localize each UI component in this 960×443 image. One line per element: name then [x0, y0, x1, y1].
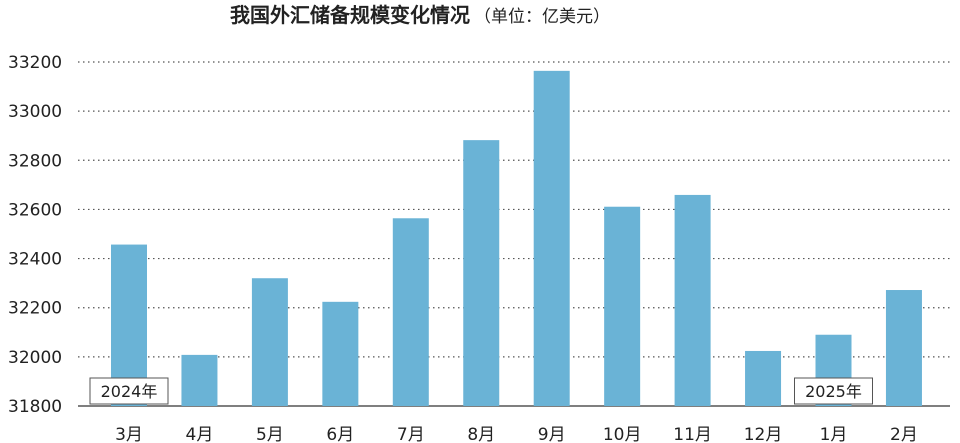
bar [392, 218, 429, 406]
y-tick-label: 31800 [8, 397, 62, 417]
y-tick-label: 33000 [8, 102, 62, 122]
x-tick-label: 11月 [673, 425, 712, 443]
bar [745, 350, 782, 406]
x-tick-label: 7月 [397, 425, 425, 443]
x-tick-label: 10月 [603, 425, 642, 443]
y-tick-label: 33200 [8, 53, 62, 73]
x-tick-label: 1月 [820, 425, 848, 443]
bar [674, 194, 711, 406]
x-tick-label: 3月 [115, 425, 143, 443]
y-tick-label: 32800 [8, 151, 62, 171]
y-tick-label: 32200 [8, 299, 62, 319]
bar [463, 140, 500, 406]
year-label-box [794, 377, 873, 405]
x-tick-label: 6月 [326, 425, 354, 443]
x-tick-label: 4月 [186, 425, 214, 443]
year-label: 2025年 [805, 382, 862, 401]
bars [111, 70, 922, 407]
chart-unit: （单位：亿美元） [474, 7, 610, 27]
x-tick-label: 12月 [744, 425, 783, 443]
bar [604, 206, 641, 406]
gridlines [78, 61, 950, 407]
bar [322, 301, 359, 406]
bar [885, 290, 922, 406]
chart-title: 我国外汇储备规模变化情况 [230, 3, 470, 27]
y-tick-label: 32400 [8, 250, 62, 270]
y-tick-label: 32600 [8, 200, 62, 220]
x-tick-label: 5月 [256, 425, 284, 443]
year-labels: 2024年 2025年 [89, 377, 873, 405]
bar [533, 70, 570, 407]
year-label-box [89, 377, 169, 405]
x-axis-ticks: 3月 4月 5月 6月 7月 8月 9月 10月 11月 12月 1月 2月 [115, 425, 918, 443]
x-tick-label: 2月 [890, 425, 918, 443]
y-tick-label: 32000 [8, 348, 62, 368]
x-tick-label: 9月 [538, 425, 566, 443]
bar [181, 354, 218, 406]
x-tick-label: 8月 [467, 425, 495, 443]
y-axis-ticks: 31800 32000 32200 32400 32600 32800 33000 33200 [8, 53, 62, 417]
bar [251, 278, 288, 406]
year-label: 2024年 [101, 382, 158, 401]
